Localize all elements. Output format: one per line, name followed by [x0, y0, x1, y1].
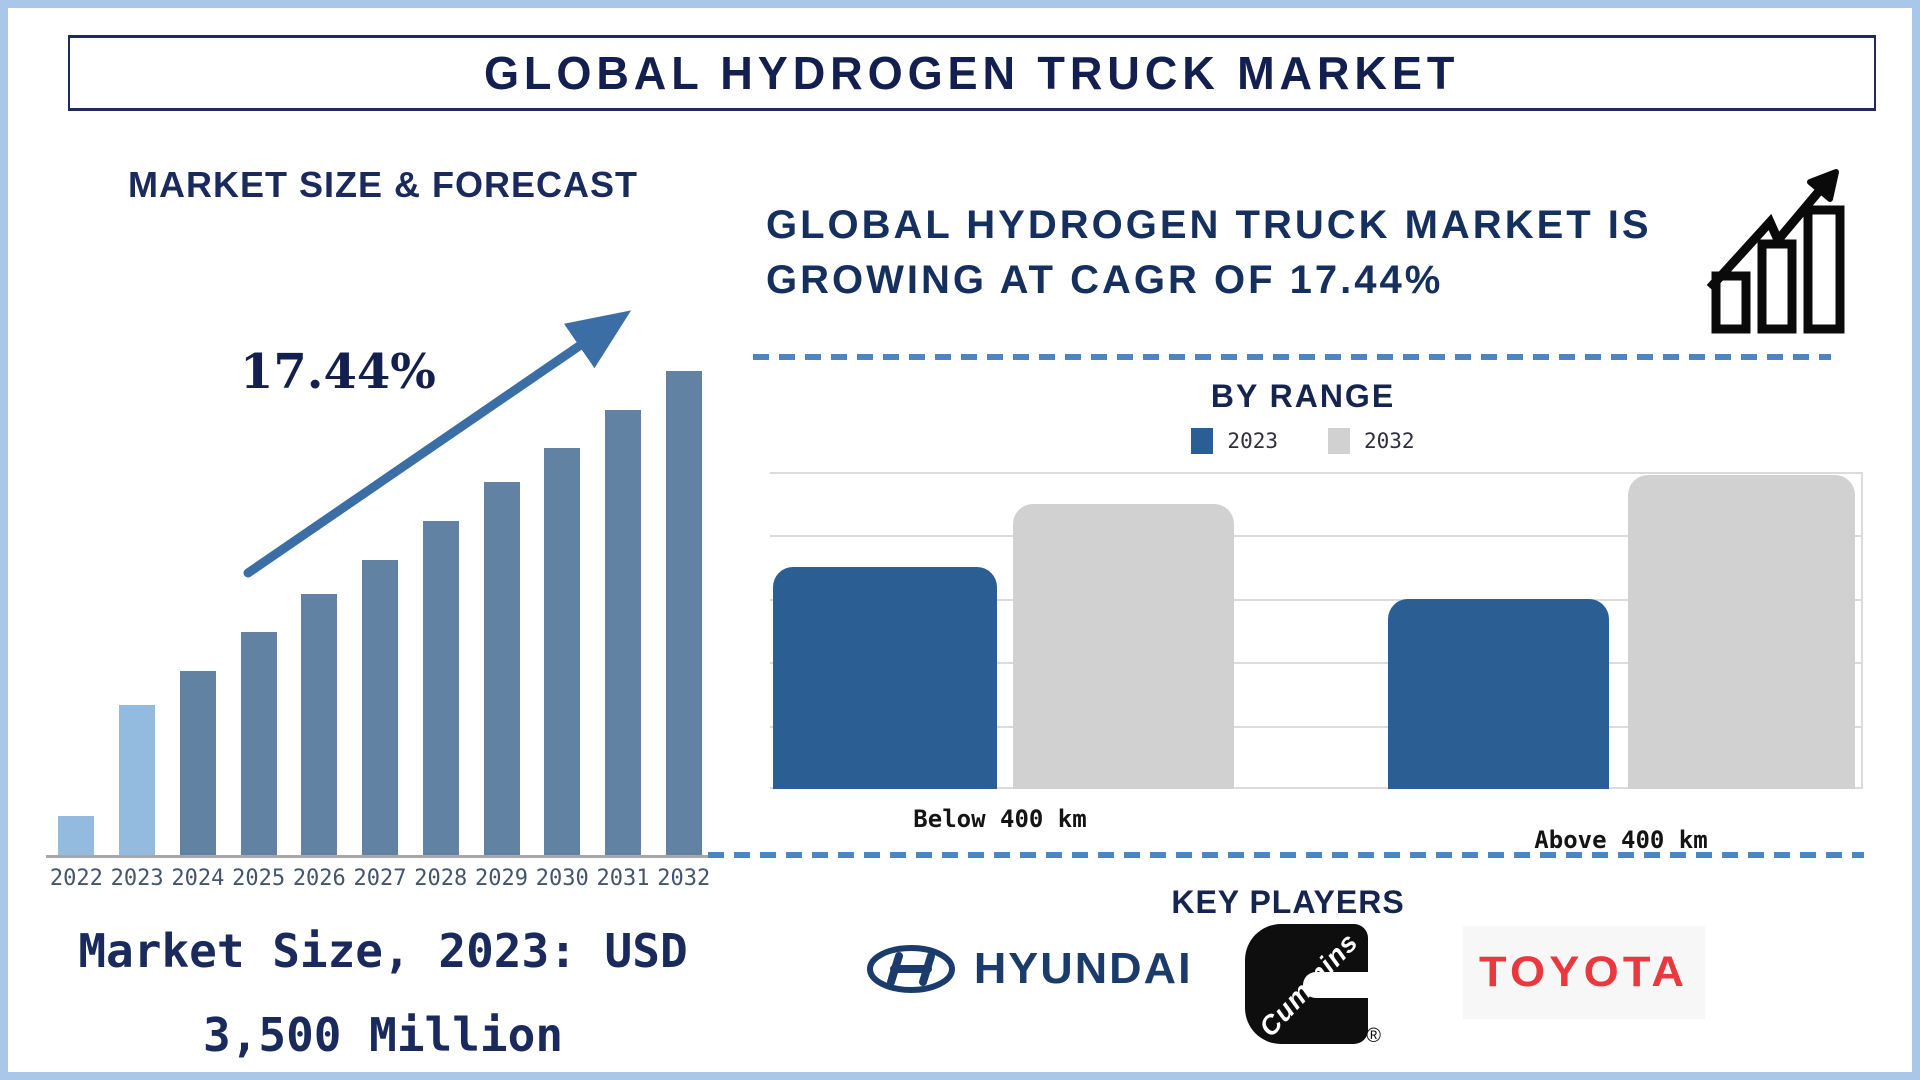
cummins-logo: Cummins ®: [1245, 924, 1381, 1047]
market-size-years: 2022 2023 2024 2025 2026 2027 2028 2029 2030 2031…: [46, 866, 714, 891]
growth-chart-icon: [1706, 169, 1845, 334]
gridline: [770, 535, 1863, 538]
market-size-bar-column: [532, 368, 593, 855]
market-size-bar-column: [167, 368, 228, 855]
gridline: [770, 598, 1863, 601]
market-size-bar-2031: [604, 410, 641, 855]
legend-label-2032: 2032: [1364, 429, 1415, 453]
market-size-bar-column: [289, 368, 350, 855]
by-range-title: BY RANGE: [1210, 378, 1396, 414]
market-size-bar-2032: [665, 371, 702, 855]
cummins-c-notch: [1303, 972, 1373, 998]
x-tick-label: 2030: [535, 866, 589, 891]
market-size-bar-column: [410, 368, 471, 855]
market-size-heading: MARKET SIZE & FORECAST: [127, 164, 638, 205]
registered-trademark-icon: ®: [1366, 1025, 1381, 1047]
growth-arrow-icon: [243, 310, 632, 578]
bar-above-400km-2023: [1388, 599, 1609, 789]
cagr-headline: GLOBAL HYDROGEN TRUCK MARKET IS GROWING …: [766, 203, 1652, 303]
market-size-bar-2028: [422, 521, 459, 855]
legend-item-2023: 2023: [1191, 428, 1278, 454]
legend-label-2023: 2023: [1227, 429, 1278, 453]
toyota-wordmark: TOYOTA: [1479, 948, 1689, 996]
market-size-bar-column: [350, 368, 411, 855]
by-range-legend: 2023 2032: [748, 428, 1858, 454]
hyundai-logo: HYUNDAI: [866, 944, 1193, 994]
market-size-bar-column: [471, 368, 532, 855]
market-size-bar-2026: [301, 594, 338, 855]
gridline: [770, 472, 1863, 474]
market-size-bar-2025: [240, 632, 277, 855]
market-size-caption: Market Size, 2023: USD 3,500 Million: [78, 924, 688, 1062]
market-size-bar-2029: [483, 482, 520, 855]
gridline: [770, 662, 1863, 665]
x-tick-label: 2023: [110, 866, 164, 891]
x-tick-label: 2027: [353, 866, 407, 891]
x-tick-label: 2028: [414, 866, 468, 891]
market-size-bar-2022: [58, 816, 95, 855]
x-tick-label: 2029: [475, 866, 528, 891]
header-title-box: GLOBAL HYDROGEN TRUCK MARKET: [68, 35, 1876, 111]
market-size-bar-column: [46, 368, 107, 855]
bar-below-400km-2032: [1013, 504, 1234, 789]
x-tick-label: 2031: [596, 866, 650, 891]
by-range-plot: [770, 472, 1863, 789]
cagr-percentage-label: 17.44%: [240, 344, 436, 400]
x-tick-label: 2026: [292, 866, 346, 891]
market-size-bars: [46, 368, 714, 858]
legend-swatch-2023: [1191, 428, 1214, 454]
legend-item-2032: 2032: [1328, 428, 1415, 454]
market-size-bar-column: [228, 368, 289, 855]
hyundai-oval-icon: [867, 945, 955, 993]
page-title: GLOBAL HYDROGEN TRUCK MARKET: [484, 47, 1460, 99]
toyota-logo: TOYOTA: [1463, 926, 1705, 1019]
market-size-bar-column: [653, 368, 714, 855]
x-tick-label: 2022: [49, 866, 103, 891]
market-size-bar-2024: [179, 671, 216, 855]
market-size-bar-column: [107, 368, 168, 855]
hyundai-wordmark: HYUNDAI: [973, 944, 1193, 993]
bar-above-400km-2032: [1628, 475, 1855, 789]
category-label-below-400km: Below 400 km: [913, 805, 1087, 833]
market-size-bar-2030: [544, 448, 581, 855]
key-players-title: KEY PLAYERS: [1171, 884, 1405, 920]
market-size-bar-2027: [362, 560, 399, 855]
bar-below-400km-2023: [773, 567, 997, 789]
x-tick-label: 2025: [232, 866, 286, 891]
dashed-separator-bottom: [708, 852, 1864, 858]
x-tick-label: 2024: [171, 866, 225, 891]
market-size-bar-column: [593, 368, 654, 855]
legend-swatch-2032: [1328, 428, 1350, 454]
dashed-separator-top: [753, 354, 1831, 360]
plot-right-border: [1861, 472, 1863, 789]
gridline: [770, 725, 1863, 728]
x-tick-label: 2032: [657, 866, 711, 891]
baseline: [770, 787, 1863, 789]
category-label-above-400km: Above 400 km: [1534, 826, 1708, 854]
market-size-bar-2023: [119, 705, 156, 855]
